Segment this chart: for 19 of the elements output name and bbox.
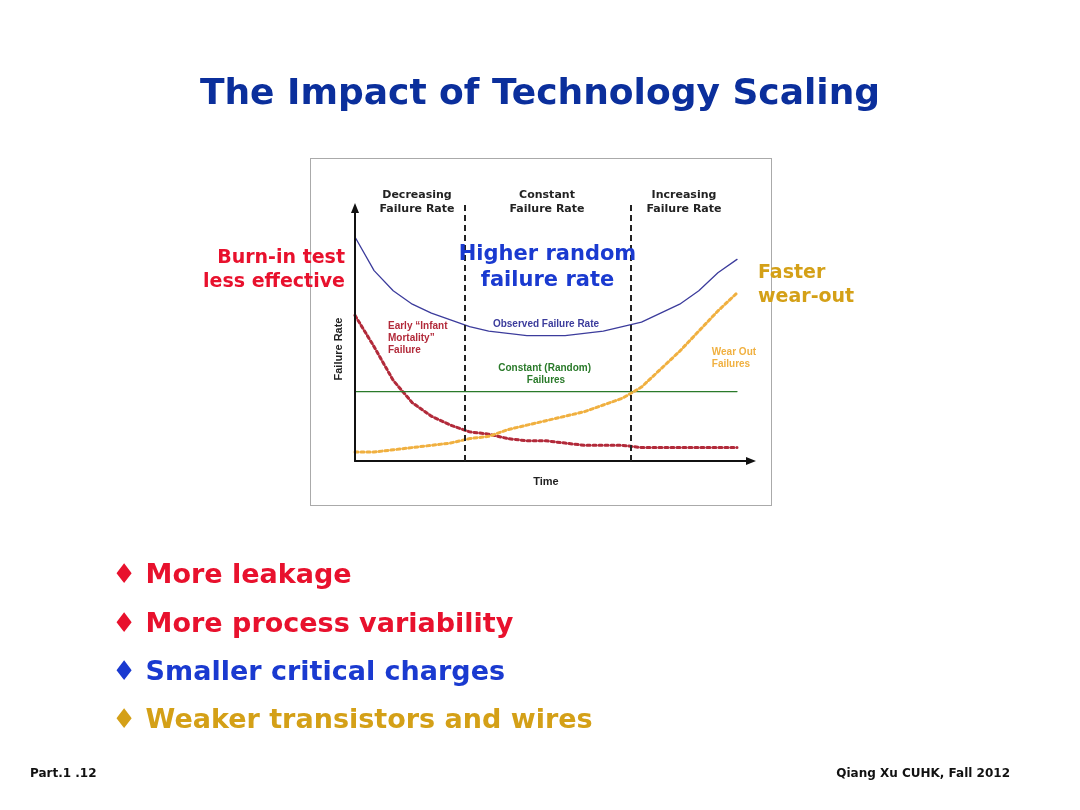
y-axis-title: Failure Rate <box>331 317 344 381</box>
chart-title: The Impact of Technology Scaling <box>199 70 881 112</box>
text: ♦ More process variability <box>112 607 514 638</box>
text: ♦ Smaller critical charges <box>112 655 506 686</box>
text: Faster wear-out <box>758 260 856 308</box>
text: Part.1 .12 <box>30 766 97 780</box>
series-label: Constant (Random) Failures <box>498 362 594 386</box>
text: Qiang Xu CUHK, Fall 2012 <box>836 766 1010 780</box>
x-axis-title: Time <box>533 474 559 487</box>
text: Decreasing Failure Rate <box>378 188 456 216</box>
series-label: Observed Failure Rate <box>492 318 600 330</box>
text: ♦ More leakage <box>112 558 352 589</box>
text: Burn-in test less effective <box>202 245 345 293</box>
text: Constant Failure Rate <box>508 188 586 216</box>
text: Increasing Failure Rate <box>645 188 723 216</box>
series-label: Early “Infant Mortality” Failure <box>388 319 451 355</box>
annotation: Higher random failure rate <box>457 240 638 293</box>
text: ♦ Weaker transistors and wires <box>112 703 593 734</box>
series-label: Wear Out Failures <box>711 345 759 369</box>
